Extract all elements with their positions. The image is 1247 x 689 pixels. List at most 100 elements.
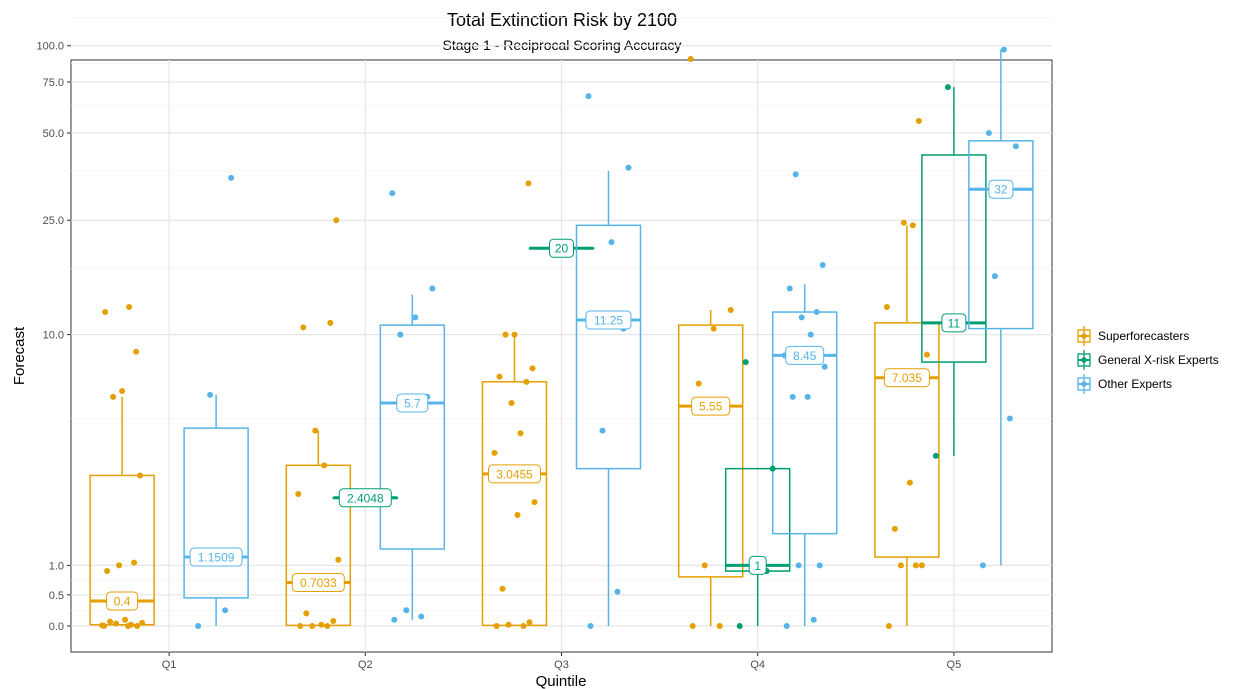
- chart-subtitle: Stage 1 - Reciprocal Scoring Accuracy: [443, 37, 682, 53]
- legend-label: General X-risk Experts: [1098, 353, 1219, 367]
- data-point: [897, 562, 904, 569]
- median-label: 32: [988, 179, 1014, 199]
- data-point: [412, 314, 419, 321]
- data-point: [701, 562, 708, 569]
- median-label: 5.55: [691, 396, 731, 416]
- y-axis: 0.0 0.5 1.0 10.0 25.0 50.0 75.0 100.0: [36, 41, 71, 633]
- data-point: [810, 616, 817, 623]
- x-axis-title: Quintile: [536, 673, 587, 689]
- data-point: [228, 174, 235, 181]
- data-point: [119, 388, 126, 395]
- box: [771, 311, 838, 535]
- y-tick-label: 50.0: [43, 128, 64, 140]
- data-point: [816, 562, 823, 569]
- data-point: [300, 324, 307, 331]
- data-point: [783, 623, 790, 629]
- data-point: [295, 491, 302, 498]
- data-point: [493, 623, 500, 629]
- data-point: [813, 309, 820, 316]
- box: [921, 154, 987, 363]
- median-label-box: [941, 313, 967, 333]
- data-point: [324, 623, 331, 629]
- median-label-text: 11.25: [594, 314, 623, 328]
- data-point: [695, 380, 702, 387]
- median-label: 3.0455: [488, 464, 541, 484]
- points-layer: [99, 46, 1019, 629]
- data-point: [906, 479, 913, 486]
- data-point: [102, 309, 109, 316]
- data-point: [614, 588, 621, 595]
- data-point: [900, 219, 907, 226]
- median-label: 11.25: [585, 310, 632, 330]
- box: [285, 464, 352, 627]
- median-label-box: [585, 310, 632, 330]
- y-axis-title: Forecast: [11, 326, 28, 385]
- data-point: [309, 623, 316, 629]
- data-point: [389, 190, 396, 197]
- data-point: [891, 525, 898, 532]
- data-point: [710, 325, 717, 332]
- legend-item: General X-risk Experts: [1077, 350, 1219, 370]
- data-point: [303, 610, 310, 617]
- data-point: [499, 585, 506, 592]
- data-point: [517, 430, 524, 437]
- legend: Superforecasters General X-risk Experts Ot…: [1077, 326, 1219, 394]
- data-point: [418, 613, 425, 620]
- data-point: [1000, 46, 1007, 53]
- data-point: [736, 623, 743, 629]
- y-tick-label: 10.0: [43, 330, 64, 342]
- data-point: [608, 239, 615, 246]
- data-point: [318, 621, 325, 628]
- median-label: 11: [941, 313, 967, 333]
- box: [677, 324, 744, 578]
- data-point: [716, 623, 723, 629]
- data-point: [789, 393, 796, 400]
- data-point: [139, 619, 146, 626]
- grid-lines: [71, 17, 1052, 652]
- data-point: [912, 562, 919, 569]
- box: [874, 322, 940, 558]
- median-label-text: 2.4048: [347, 491, 384, 505]
- median-label-text: 8.45: [793, 349, 817, 363]
- median-label: 5.7: [396, 393, 429, 413]
- data-point: [525, 180, 532, 187]
- data-point: [915, 118, 922, 125]
- data-point: [514, 511, 521, 518]
- data-point: [125, 623, 132, 629]
- box: [575, 224, 642, 470]
- data-point: [113, 620, 120, 627]
- data-point: [429, 285, 436, 292]
- y-tick-label: 0.5: [49, 590, 64, 602]
- data-point: [804, 393, 811, 400]
- data-point: [807, 331, 814, 338]
- data-point: [918, 562, 925, 569]
- data-point: [932, 452, 939, 459]
- x-tick-label: Q2: [358, 659, 373, 671]
- data-point: [819, 261, 826, 268]
- data-point: [126, 303, 133, 310]
- data-point: [312, 427, 319, 434]
- data-point: [795, 562, 802, 569]
- data-point: [1006, 415, 1013, 422]
- data-point: [505, 621, 512, 628]
- median-label-text: 20: [555, 242, 569, 256]
- median-label: 0.7033: [291, 573, 345, 593]
- x-tick-label: Q1: [162, 659, 177, 671]
- box: [379, 324, 446, 550]
- median-label-box: [338, 488, 392, 508]
- median-label-box: [189, 547, 243, 567]
- data-point: [131, 559, 138, 566]
- data-point: [587, 623, 594, 629]
- data-point: [687, 56, 694, 63]
- data-point: [321, 462, 328, 469]
- data-point: [330, 617, 337, 624]
- median-label-box: [106, 591, 139, 611]
- data-point: [297, 623, 304, 629]
- legend-label: Superforecasters: [1098, 329, 1189, 343]
- median-label-text: 0.7033: [300, 576, 337, 590]
- legend-item: Other Experts: [1077, 374, 1172, 394]
- data-point: [909, 222, 916, 229]
- data-point: [523, 378, 530, 385]
- median-label-text: 5.7: [404, 396, 421, 410]
- data-point: [689, 623, 696, 629]
